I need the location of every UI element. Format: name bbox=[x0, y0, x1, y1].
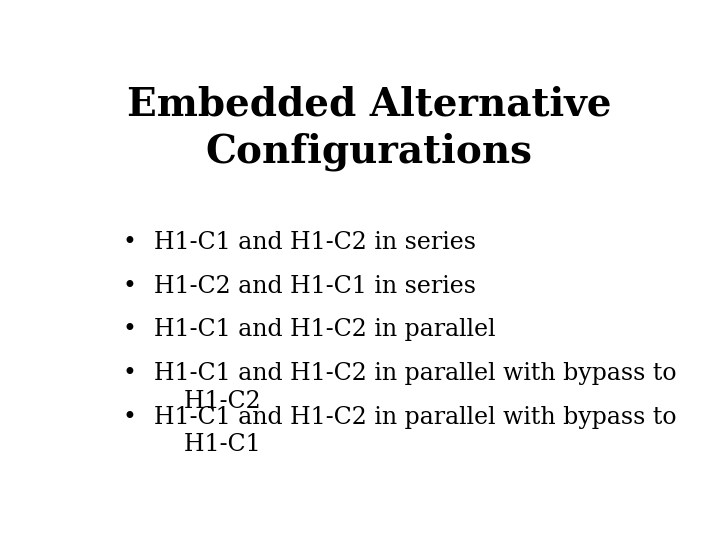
Text: •: • bbox=[122, 319, 136, 341]
Text: H1-C2 and H1-C1 in series: H1-C2 and H1-C1 in series bbox=[154, 275, 476, 298]
Text: •: • bbox=[122, 406, 136, 429]
Text: •: • bbox=[122, 362, 136, 385]
Text: H1-C1 and H1-C2 in parallel with bypass to
    H1-C2: H1-C1 and H1-C2 in parallel with bypass … bbox=[154, 362, 677, 413]
Text: H1-C1 and H1-C2 in parallel: H1-C1 and H1-C2 in parallel bbox=[154, 319, 496, 341]
Text: •: • bbox=[122, 275, 136, 298]
Text: •: • bbox=[122, 231, 136, 254]
Text: H1-C1 and H1-C2 in parallel with bypass to
    H1-C1: H1-C1 and H1-C2 in parallel with bypass … bbox=[154, 406, 677, 456]
Text: H1-C1 and H1-C2 in series: H1-C1 and H1-C2 in series bbox=[154, 231, 476, 254]
Text: Embedded Alternative
Configurations: Embedded Alternative Configurations bbox=[127, 85, 611, 171]
